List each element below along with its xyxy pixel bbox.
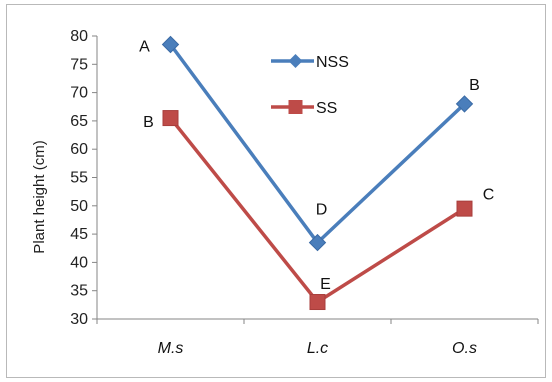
series-ss: B E C	[143, 110, 495, 311]
chart-frame	[6, 4, 546, 378]
x-category-label: M.s	[158, 340, 184, 357]
legend-entry-nss: NSS	[271, 54, 349, 71]
y-tick-label: 70	[70, 85, 88, 102]
y-axis-label: Plant height (cm)	[31, 140, 48, 253]
y-tick-label: 75	[70, 56, 88, 73]
y-tick-label: 35	[70, 283, 88, 300]
data-point-ss	[456, 200, 473, 217]
legend: NSS SS	[271, 54, 349, 117]
y-tick-label: 45	[70, 226, 88, 243]
x-category-label: L.c	[307, 340, 328, 357]
series-nss: A D B	[139, 35, 480, 252]
y-tick-label: 65	[70, 113, 88, 130]
data-point-nss	[308, 233, 327, 252]
y-tick-label: 50	[70, 198, 88, 215]
legend-label: NSS	[316, 54, 349, 71]
y-tick-label: 40	[70, 254, 88, 271]
legend-marker	[288, 100, 303, 114]
legend-label: SS	[316, 100, 337, 117]
legend-entry-ss: SS	[271, 100, 337, 117]
data-label: A	[139, 38, 150, 55]
y-tick-label: 80	[70, 28, 88, 45]
data-label: C	[483, 187, 495, 204]
series-layer: A D B B E C	[139, 35, 495, 311]
data-point-ss	[309, 294, 326, 311]
data-point-ss	[162, 110, 179, 127]
axes: 30 35 40 45 50 55 60 65 70 75 80 M.s L.c O.s	[70, 28, 539, 357]
data-point-nss	[455, 95, 474, 113]
data-label: B	[469, 77, 480, 94]
y-tick-label: 60	[70, 141, 88, 158]
y-tick-label: 55	[70, 170, 88, 187]
y-tick-label: 30	[70, 311, 88, 328]
data-label: E	[320, 276, 331, 293]
legend-marker	[288, 54, 303, 68]
data-label: B	[143, 114, 154, 131]
data-label: D	[316, 202, 328, 219]
x-category-label: O.s	[452, 340, 477, 357]
data-point-nss	[161, 35, 180, 54]
